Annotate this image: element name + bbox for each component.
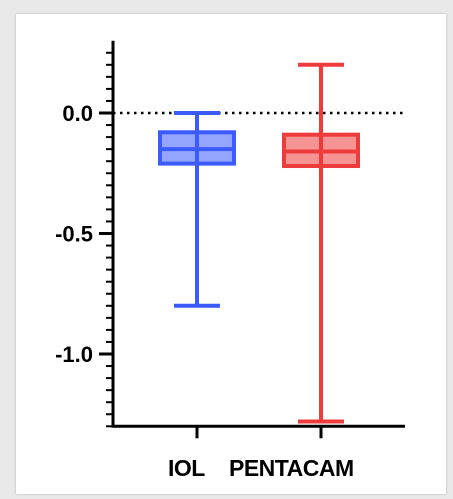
y-tick-label: 0.0 xyxy=(62,101,93,126)
chart-panel xyxy=(16,14,446,494)
x-category-label: IOL xyxy=(168,455,205,481)
y-tick-label: -0.5 xyxy=(55,222,93,247)
y-tick-label: -1.0 xyxy=(55,342,93,367)
x-category-label: PENTACAM xyxy=(229,455,354,481)
